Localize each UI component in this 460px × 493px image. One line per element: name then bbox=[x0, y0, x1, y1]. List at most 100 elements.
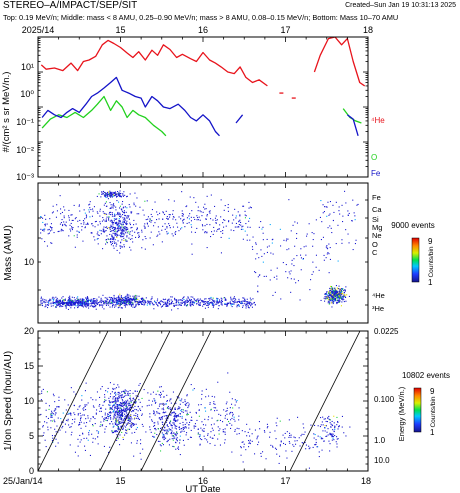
scatter-point bbox=[106, 196, 108, 198]
scatter-point bbox=[223, 219, 225, 221]
scatter-point bbox=[42, 229, 44, 231]
scatter-point bbox=[335, 295, 337, 297]
scatter-point bbox=[332, 299, 334, 301]
scatter-point bbox=[327, 295, 329, 297]
scatter-point bbox=[67, 308, 69, 310]
scatter-point bbox=[336, 290, 338, 292]
scatter-point bbox=[155, 393, 157, 395]
scatter-point bbox=[197, 298, 199, 300]
scatter-point bbox=[224, 303, 226, 305]
scatter-point bbox=[294, 245, 296, 247]
scatter-point bbox=[174, 408, 176, 410]
scatter-point bbox=[113, 411, 115, 413]
scatter-point bbox=[124, 306, 126, 308]
scatter-point bbox=[154, 400, 156, 402]
scatter-point bbox=[171, 427, 173, 429]
scatter-point bbox=[123, 403, 125, 405]
scatter-point bbox=[183, 218, 185, 220]
scatter-point bbox=[324, 293, 326, 295]
scatter-point bbox=[126, 232, 128, 234]
scatter-point bbox=[341, 293, 343, 295]
scatter-point bbox=[111, 408, 113, 410]
scatter-point bbox=[199, 444, 201, 446]
scatter-point bbox=[186, 422, 188, 424]
scatter-point bbox=[83, 223, 85, 225]
scatter-point bbox=[186, 217, 188, 219]
scatter-point bbox=[120, 215, 122, 217]
scatter-point bbox=[119, 302, 121, 304]
scatter-point bbox=[55, 306, 57, 308]
scatter-point bbox=[213, 423, 215, 425]
scatter-point bbox=[121, 298, 123, 300]
scatter-point bbox=[138, 232, 140, 234]
scatter-point bbox=[341, 415, 343, 417]
scatter-point bbox=[179, 435, 181, 437]
scatter-point bbox=[337, 293, 339, 295]
scatter-point bbox=[44, 299, 46, 301]
scatter-point bbox=[132, 407, 134, 409]
scatter-point bbox=[199, 210, 201, 212]
scatter-point bbox=[190, 224, 192, 226]
scatter-point bbox=[169, 429, 171, 431]
scatter-point bbox=[168, 302, 170, 304]
scatter-point bbox=[166, 415, 168, 417]
scatter-point bbox=[68, 424, 70, 426]
scatter-point bbox=[108, 219, 110, 221]
scatter-point bbox=[108, 216, 110, 218]
scatter-point bbox=[319, 436, 321, 438]
scatter-point bbox=[83, 301, 85, 303]
scatter-point bbox=[238, 419, 240, 421]
scatter-point bbox=[248, 302, 250, 304]
scatter-point bbox=[327, 201, 329, 203]
scatter-point bbox=[181, 409, 183, 411]
scatter-point bbox=[326, 215, 328, 217]
scatter-point bbox=[338, 426, 340, 428]
scatter-point bbox=[52, 298, 54, 300]
scatter-point bbox=[100, 302, 102, 304]
scatter-point bbox=[330, 299, 332, 301]
scatter-point bbox=[280, 440, 282, 442]
bottom-x-tick-label: 16 bbox=[198, 476, 208, 486]
scatter-point bbox=[207, 301, 209, 303]
scatter-point bbox=[216, 299, 218, 301]
scatter-point bbox=[242, 461, 244, 463]
scatter-point bbox=[227, 207, 229, 209]
scatter-point bbox=[99, 396, 101, 398]
scatter-point bbox=[121, 397, 123, 399]
scatter-point bbox=[100, 407, 102, 409]
scatter-point bbox=[199, 302, 201, 304]
scatter-point bbox=[106, 193, 108, 195]
scatter-point bbox=[189, 411, 191, 413]
scatter-point bbox=[74, 451, 76, 453]
scatter-point bbox=[111, 302, 113, 304]
scatter-point bbox=[110, 204, 112, 206]
scatter-point bbox=[177, 447, 179, 449]
scatter-point bbox=[92, 437, 94, 439]
scatter-point bbox=[341, 204, 343, 206]
scatter-point bbox=[224, 428, 226, 430]
scatter-point bbox=[121, 209, 123, 211]
scatter-point bbox=[125, 424, 127, 426]
scatter-point bbox=[93, 206, 95, 208]
scatter-point bbox=[187, 301, 189, 303]
legend-fe: Fe bbox=[371, 169, 381, 178]
scatter-point bbox=[340, 290, 342, 292]
scatter-point bbox=[206, 232, 208, 234]
scatter-point bbox=[328, 299, 330, 301]
scatter-point bbox=[122, 300, 124, 302]
scatter-point bbox=[142, 297, 144, 299]
scatter-point bbox=[111, 195, 113, 197]
scatter-point bbox=[192, 389, 194, 391]
scatter-point bbox=[118, 300, 120, 302]
scatter-point bbox=[101, 191, 103, 193]
scatter-point bbox=[316, 446, 318, 448]
scatter-point bbox=[224, 205, 226, 207]
scatter-point bbox=[119, 422, 121, 424]
scatter-point bbox=[47, 300, 49, 302]
scatter-point bbox=[168, 299, 170, 301]
scatter-point bbox=[149, 413, 151, 415]
scatter-point bbox=[246, 234, 248, 236]
scatter-point bbox=[344, 296, 346, 298]
scatter-point bbox=[157, 226, 159, 228]
scatter-point bbox=[140, 301, 142, 303]
